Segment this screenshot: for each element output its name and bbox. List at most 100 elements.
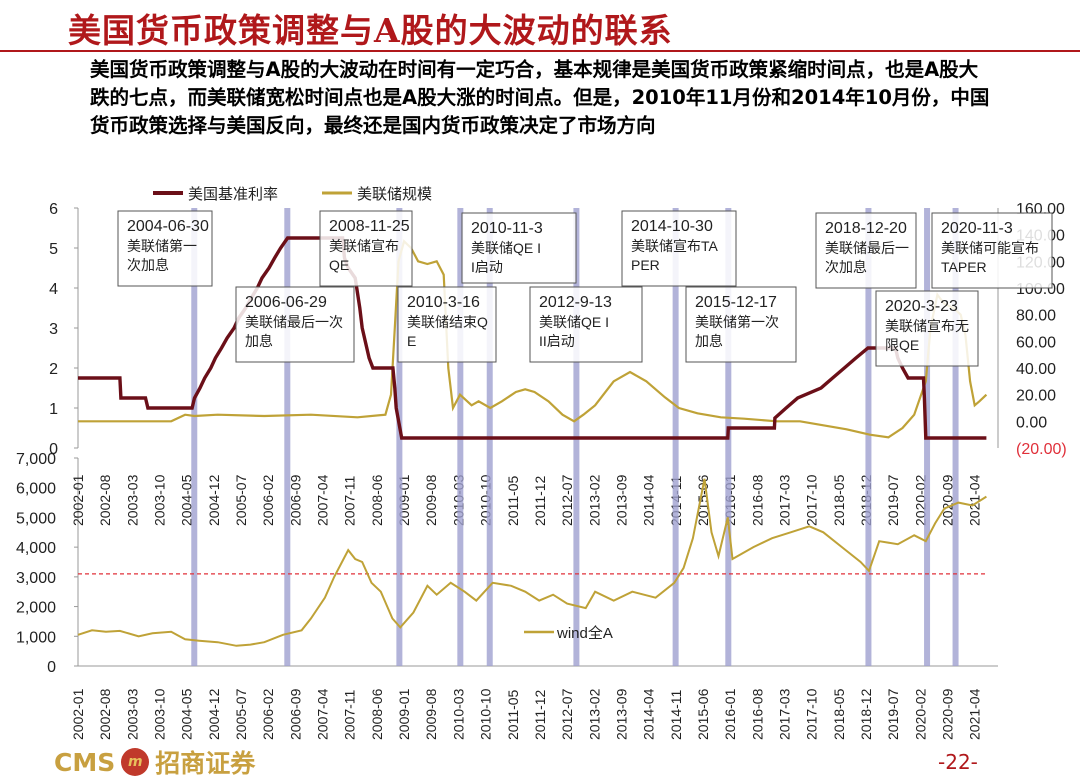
annotation-text: 美联储QE I: [471, 240, 541, 256]
annotation-date: 2012-9-13: [539, 294, 612, 311]
top-panel-date-label: 2006-09: [287, 474, 303, 526]
event-band: [865, 208, 872, 666]
annotation-date: 2018-12-20: [825, 220, 907, 237]
top-panel-date-label: 2013-09: [613, 474, 629, 526]
annotation-box: [461, 212, 577, 284]
bottom-y-tick-label: 5,000: [16, 510, 56, 527]
bottom-panel-date-label: 2013-02: [586, 688, 602, 740]
series-fed-balance-line: [78, 239, 988, 439]
annotation-date: 2006-06-29: [245, 294, 327, 311]
bottom-panel-date-label: 2021-04: [967, 688, 983, 740]
bottom-panel-date-label: 2007-11: [342, 689, 358, 740]
bottom-y-tick-label: 1,000: [16, 629, 56, 646]
page-number: -22-: [938, 750, 978, 774]
bottom-panel-date-label: 2020-02: [912, 688, 928, 740]
bottom-panel-date-label: 2009-08: [423, 688, 439, 740]
annotation-box: [931, 212, 1053, 289]
top-right-tick-label: 60.00: [1016, 334, 1056, 351]
annotation-date: 2015-12-17: [695, 294, 777, 311]
annotation-text: 美联储QE I: [539, 314, 609, 330]
logo-text: CMS: [54, 747, 116, 777]
top-panel-date-label: 2017-03: [776, 474, 792, 526]
bottom-panel-date-label: 2014-04: [641, 688, 657, 740]
annotation-text: 美联储可能宣布: [941, 240, 1039, 256]
footer-logo: CMS m 招商证券: [54, 744, 255, 780]
annotation-text: I启动: [471, 259, 503, 275]
annotation-date: 2020-11-3: [941, 220, 1013, 237]
bottom-panel-date-label: 2018-05: [831, 688, 847, 740]
bottom-panel-date-label: 2018-12: [858, 688, 874, 740]
annotation-box: [235, 286, 355, 363]
annotation-text: 限QE: [885, 337, 919, 353]
annotation-date: 2008-11-25: [329, 218, 410, 235]
top-panel-date-label: 2009-08: [423, 474, 439, 526]
top-panel-date-label: 2020-09: [940, 474, 956, 526]
top-panel-date-label: 2017-10: [804, 474, 820, 526]
series-fed-rate-line: [78, 236, 987, 440]
legend-label-wind-a: wind全A: [556, 624, 613, 642]
bottom-panel-date-label: 2016-08: [749, 688, 765, 740]
annotation-box: [621, 210, 737, 287]
top-panel-date-label: 2002-08: [97, 474, 113, 526]
bottom-panel-date-label: 2010-10: [478, 688, 494, 740]
bottom-panel-date-label: 2012-07: [559, 688, 575, 740]
annotation-date: 2010-3-16: [407, 294, 480, 311]
bottom-y-tick-label: 2,000: [16, 600, 56, 617]
event-band: [191, 208, 198, 666]
annotation-text: 美联储宣布TA: [631, 238, 719, 254]
bottom-panel-date-label: 2016-01: [722, 688, 738, 740]
bottom-panel-date-label: 2017-10: [804, 688, 820, 740]
bottom-panel-date-label: 2019-07: [885, 688, 901, 740]
slide-subtitle: 美国货币政策调整与A股的大波动在时间有一定巧合，基本规律是美国货币政策紧缩时间点…: [90, 58, 990, 137]
top-panel-date-label: 2005-07: [233, 474, 249, 526]
top-left-tick-label: 4: [49, 281, 58, 298]
annotation-text: QE: [329, 257, 349, 273]
top-panel-date-label: 2019-07: [885, 474, 901, 526]
top-left-tick-label: 0: [49, 441, 58, 458]
annotation-box: [397, 286, 497, 363]
annotation-text: II启动: [539, 333, 575, 349]
slide-title: 美国货币政策调整与A股的大波动的联系: [68, 11, 673, 50]
top-panel-date-label: 2011-05: [505, 475, 521, 526]
top-panel-date-label: 2007-11: [342, 475, 358, 526]
bottom-panel-date-label: 2007-04: [315, 688, 331, 740]
bottom-panel-date-label: 2006-02: [260, 688, 276, 740]
bottom-panel-date-label: 2002-08: [97, 688, 113, 740]
top-right-tick-label: 40.00: [1016, 361, 1056, 378]
annotation-text: 美联储第一次: [695, 314, 779, 330]
bottom-y-tick-label: 7,000: [16, 451, 56, 468]
bottom-panel-date-label: 2015-06: [695, 688, 711, 740]
bottom-panel-date-label: 2013-09: [613, 688, 629, 740]
top-panel-date-label: 2014-04: [641, 474, 657, 526]
annotation-text: PER: [631, 257, 660, 273]
company-name: 招商证券: [155, 749, 256, 778]
top-left-tick-label: 5: [49, 241, 58, 258]
top-left-tick-label: 6: [49, 201, 58, 218]
bottom-panel-date-label: 2005-07: [233, 688, 249, 740]
bottom-panel-date-label: 2003-03: [124, 688, 140, 740]
annotation-text: 美联储宣布无: [885, 318, 969, 334]
annotation-box: [815, 212, 917, 289]
logo-mark-letter: m: [127, 754, 143, 770]
top-panel-date-label: 2006-02: [260, 474, 276, 526]
top-panel-date-label: 2007-04: [315, 474, 331, 526]
bottom-panel-date-label: 2004-12: [206, 688, 222, 740]
annotation-text: 美联储最后一: [825, 240, 909, 256]
annotation-date: 2020-3-23: [885, 298, 958, 315]
annotation-text: 美联储第一: [127, 238, 197, 254]
bottom-y-tick-label: 4,000: [16, 540, 56, 557]
logo-mark-icon: m: [121, 748, 150, 776]
bottom-y-tick-label: 6,000: [16, 481, 56, 498]
top-right-tick-label: 0.00: [1016, 414, 1047, 431]
annotation-date: 2010-11-3: [471, 220, 543, 237]
annotation-text: 次加息: [825, 259, 867, 275]
annotation-text: 美联储结束Q: [407, 314, 488, 330]
top-panel-date-label: 2013-02: [586, 474, 602, 526]
top-panel-date-label: 2002-01: [70, 474, 86, 526]
top-left-tick-label: 1: [49, 401, 58, 418]
event-band: [284, 208, 291, 666]
top-panel-date-label: 2011-12: [532, 475, 548, 526]
bottom-panel-date-label: 2008-06: [369, 688, 385, 740]
top-panel-date-label: 2021-04: [967, 474, 983, 526]
